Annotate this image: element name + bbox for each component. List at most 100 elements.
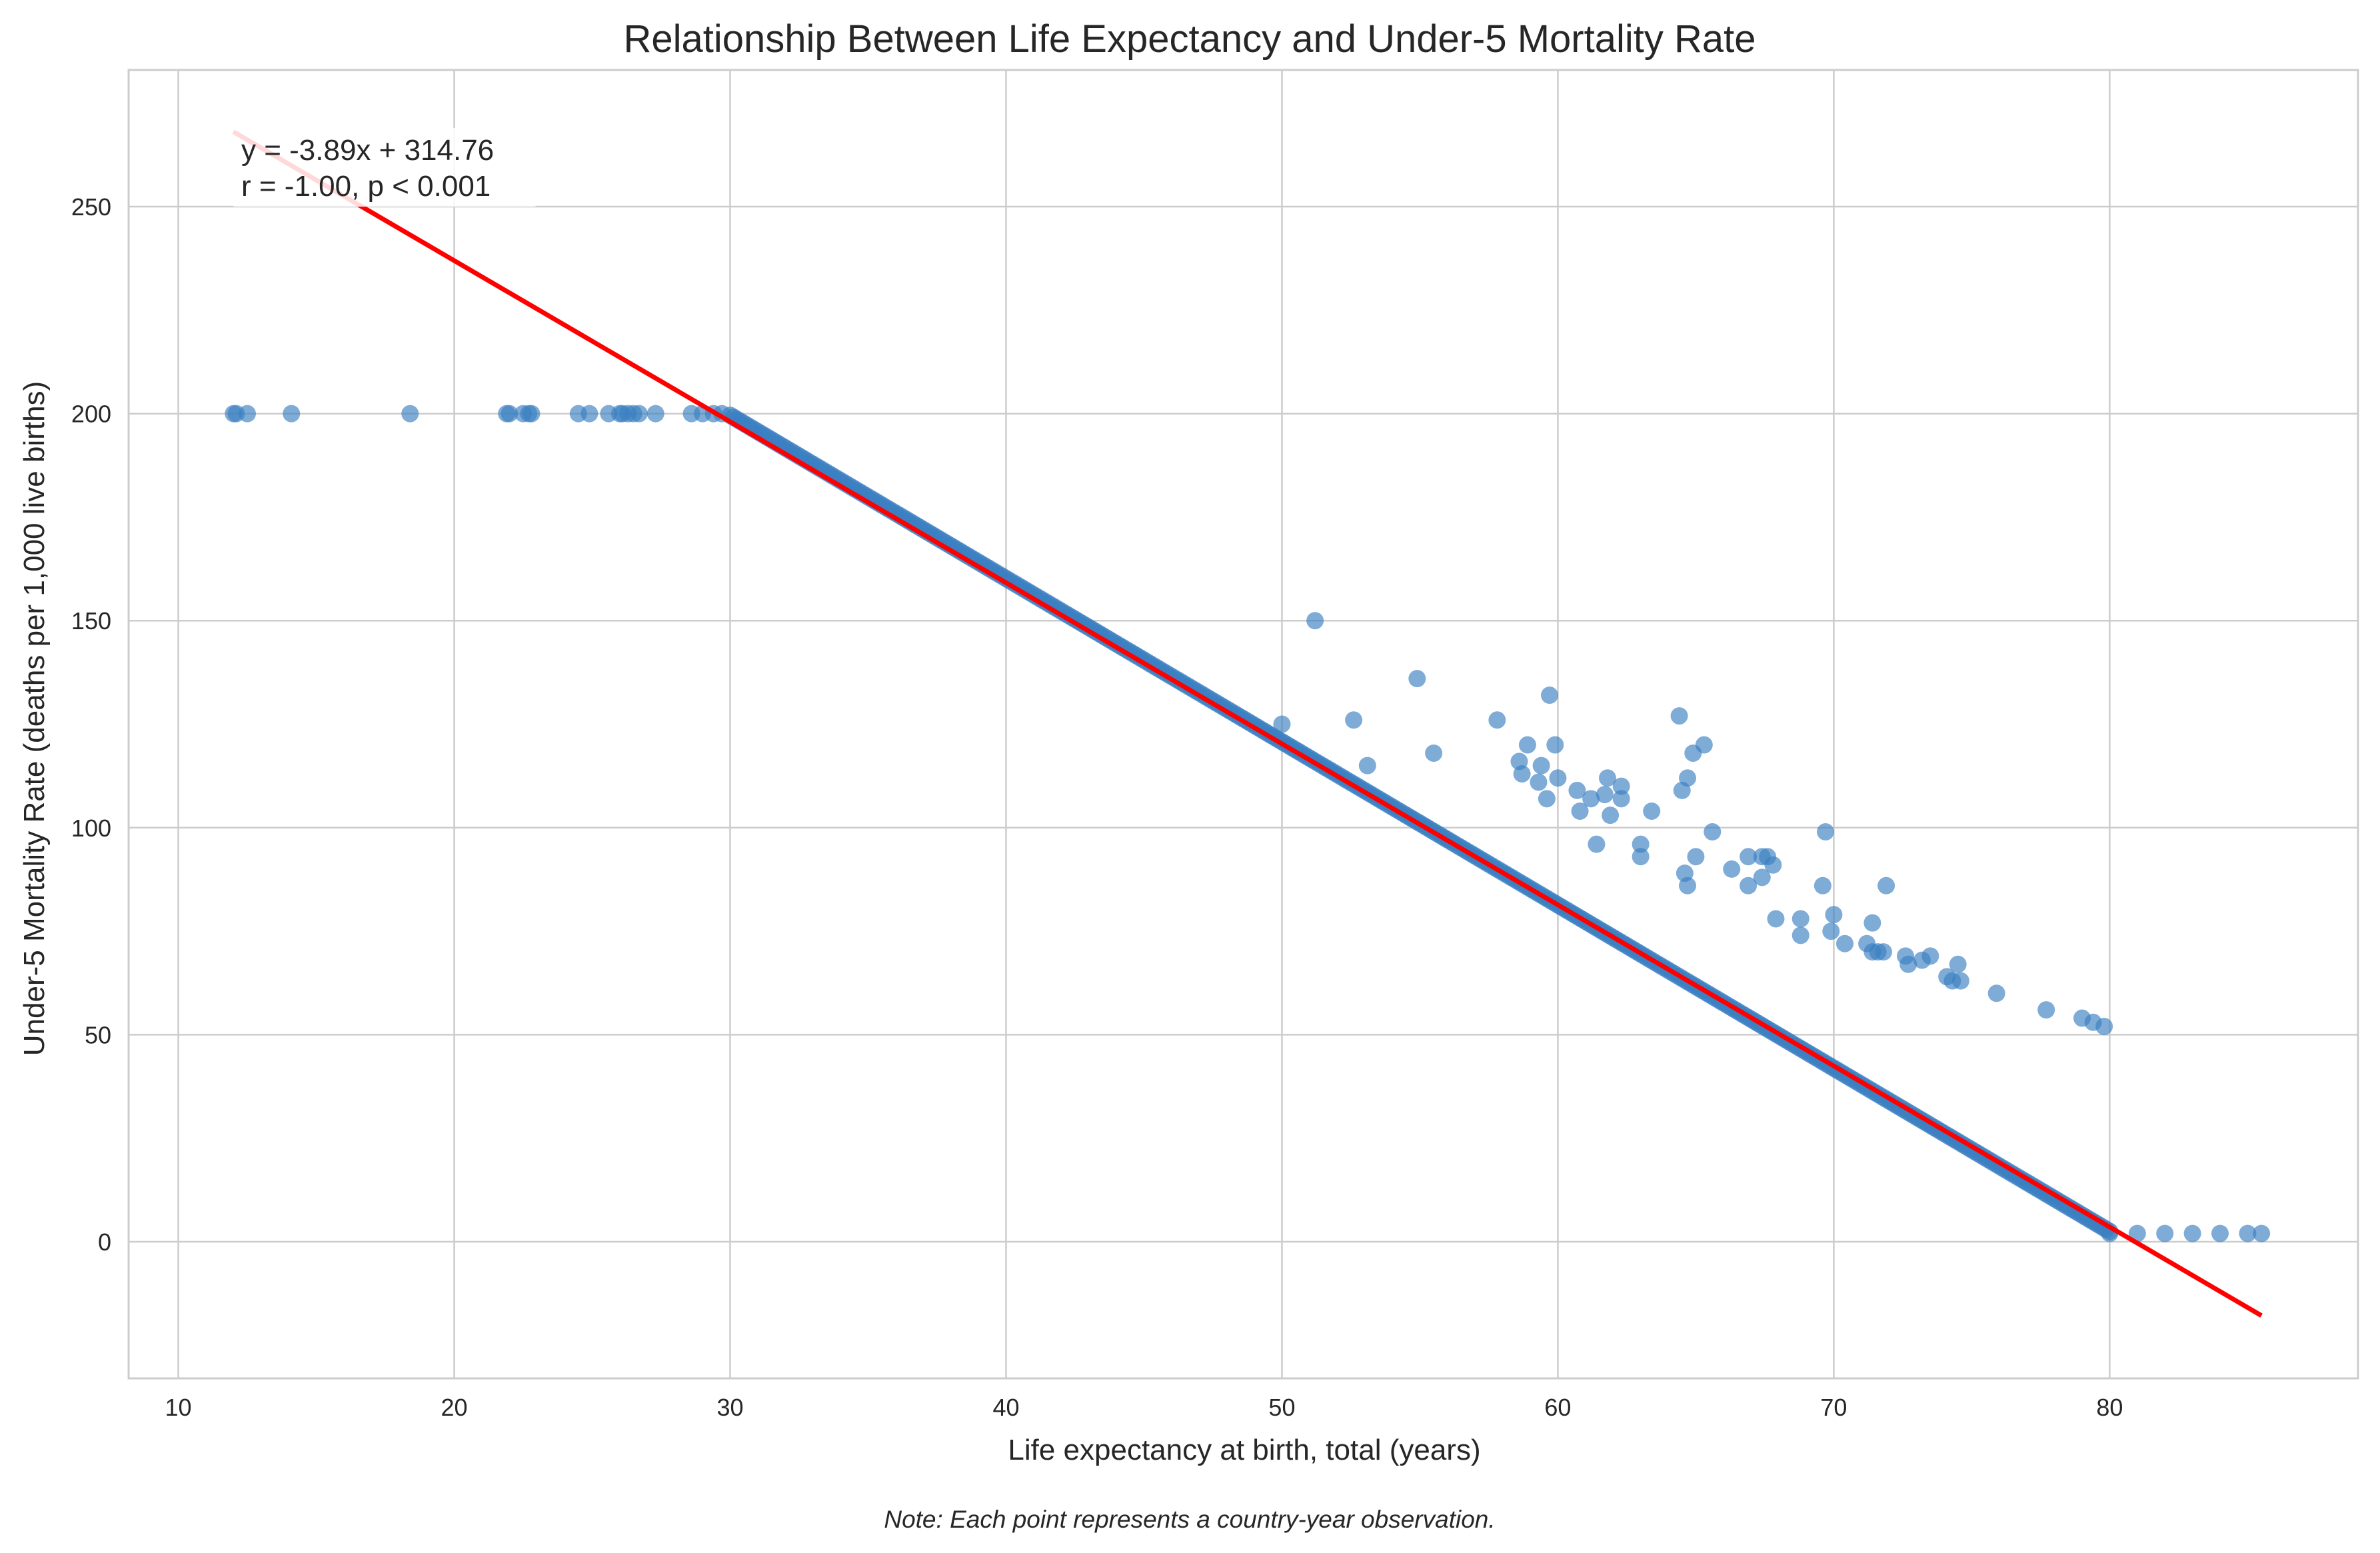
x-tick-label: 50	[1268, 1394, 1295, 1421]
data-point	[1791, 926, 1809, 944]
chart-title: Relationship Between Life Expectancy and…	[623, 17, 1756, 61]
data-point	[1598, 769, 1616, 787]
data-point	[1740, 848, 1758, 866]
data-point	[1679, 769, 1697, 787]
data-point	[1670, 707, 1688, 725]
y-tick-label: 50	[85, 1021, 111, 1048]
annotation-equation: y = -3.89x + 314.76	[241, 134, 494, 167]
data-point	[1791, 910, 1809, 928]
data-point	[1345, 711, 1363, 729]
data-point	[1632, 835, 1650, 853]
stats-annotation: y = -3.89x + 314.76 r = -1.00, p < 0.001	[229, 128, 540, 207]
data-point	[1306, 612, 1324, 630]
x-tick-label: 80	[2096, 1394, 2123, 1421]
axis-ticks: 10 20 30 40 50 60 70 80 0 50 100 150 200 250	[71, 193, 2123, 1421]
data-point	[1723, 860, 1741, 878]
data-point	[1825, 906, 1843, 924]
data-point	[1602, 806, 1620, 824]
data-point	[2156, 1224, 2174, 1242]
y-tick-label: 200	[71, 401, 111, 428]
data-point	[1488, 711, 1506, 729]
data-point	[1679, 876, 1697, 894]
x-tick-label: 40	[992, 1394, 1019, 1421]
data-point	[1704, 823, 1722, 841]
data-point	[1538, 790, 1556, 808]
data-points	[225, 405, 2271, 1242]
data-point	[1921, 947, 1939, 965]
data-point	[1408, 670, 1426, 688]
data-point	[646, 405, 664, 423]
data-point	[1530, 773, 1548, 791]
data-point	[1612, 777, 1630, 795]
data-point	[1358, 757, 1376, 775]
data-point	[1518, 736, 1536, 754]
data-point	[401, 405, 419, 423]
regression-line	[232, 129, 2263, 1318]
data-point	[1899, 955, 1917, 973]
data-point	[1740, 876, 1758, 894]
data-point	[1877, 876, 1895, 894]
data-point	[2128, 1224, 2146, 1242]
data-point	[1764, 856, 1782, 874]
data-point	[1541, 687, 1559, 705]
data-point	[2253, 1224, 2271, 1242]
x-tick-label: 30	[716, 1394, 743, 1421]
x-axis-label: Life expectancy at birth, total (years)	[1008, 1434, 1480, 1466]
grid	[129, 70, 2358, 1378]
data-point	[1863, 914, 1881, 932]
plot-frame	[127, 69, 2359, 1380]
data-point	[1588, 835, 1606, 853]
data-point	[1425, 744, 1443, 762]
data-point	[1643, 802, 1661, 820]
data-point	[1817, 823, 1835, 841]
x-tick-label: 60	[1544, 1394, 1571, 1421]
data-point	[1767, 910, 1785, 928]
data-point	[2183, 1224, 2201, 1242]
data-point	[1949, 955, 1967, 973]
annotation-box	[229, 128, 540, 207]
y-tick-label: 150	[71, 607, 111, 635]
data-point	[1874, 943, 1892, 961]
data-point	[1987, 984, 2005, 1002]
data-point	[1753, 868, 1771, 886]
data-point	[1813, 876, 1831, 894]
data-point	[1835, 934, 1853, 952]
data-point	[1695, 736, 1713, 754]
data-point	[1568, 781, 1586, 799]
y-axis-label: Under-5 Mortality Rate (deaths per 1,000…	[18, 381, 51, 1056]
data-point	[1582, 790, 1600, 808]
footnote: Note: Each point represents a country-ye…	[884, 1506, 1495, 1533]
data-point	[2211, 1224, 2229, 1242]
x-tick-label: 20	[441, 1394, 467, 1421]
data-point	[1822, 922, 1840, 940]
data-point	[630, 405, 648, 423]
x-tick-label: 10	[165, 1394, 191, 1421]
data-point	[239, 405, 257, 423]
annotation-correlation: r = -1.00, p < 0.001	[241, 170, 491, 203]
y-tick-label: 0	[98, 1228, 111, 1256]
data-point	[1596, 786, 1614, 804]
data-point	[1571, 802, 1589, 820]
data-point	[1951, 972, 1969, 990]
data-point	[283, 405, 301, 423]
data-point	[1687, 848, 1705, 866]
data-point	[1532, 757, 1550, 775]
regression-layer	[232, 129, 2263, 1318]
x-tick-label: 70	[1820, 1394, 1847, 1421]
data-point	[1612, 790, 1630, 808]
plot-border	[127, 69, 2359, 1380]
data-point	[1273, 715, 1291, 733]
y-tick-label: 250	[71, 193, 111, 221]
data-point	[1513, 765, 1531, 783]
data-point	[581, 405, 598, 423]
data-point	[1549, 769, 1567, 787]
data-point	[2095, 1017, 2113, 1035]
data-point	[2239, 1224, 2257, 1242]
y-tick-label: 100	[71, 814, 111, 842]
data-point	[501, 405, 519, 423]
data-point	[1546, 736, 1564, 754]
data-point	[1632, 848, 1650, 866]
data-point	[2037, 1001, 2055, 1019]
data-point	[523, 405, 541, 423]
